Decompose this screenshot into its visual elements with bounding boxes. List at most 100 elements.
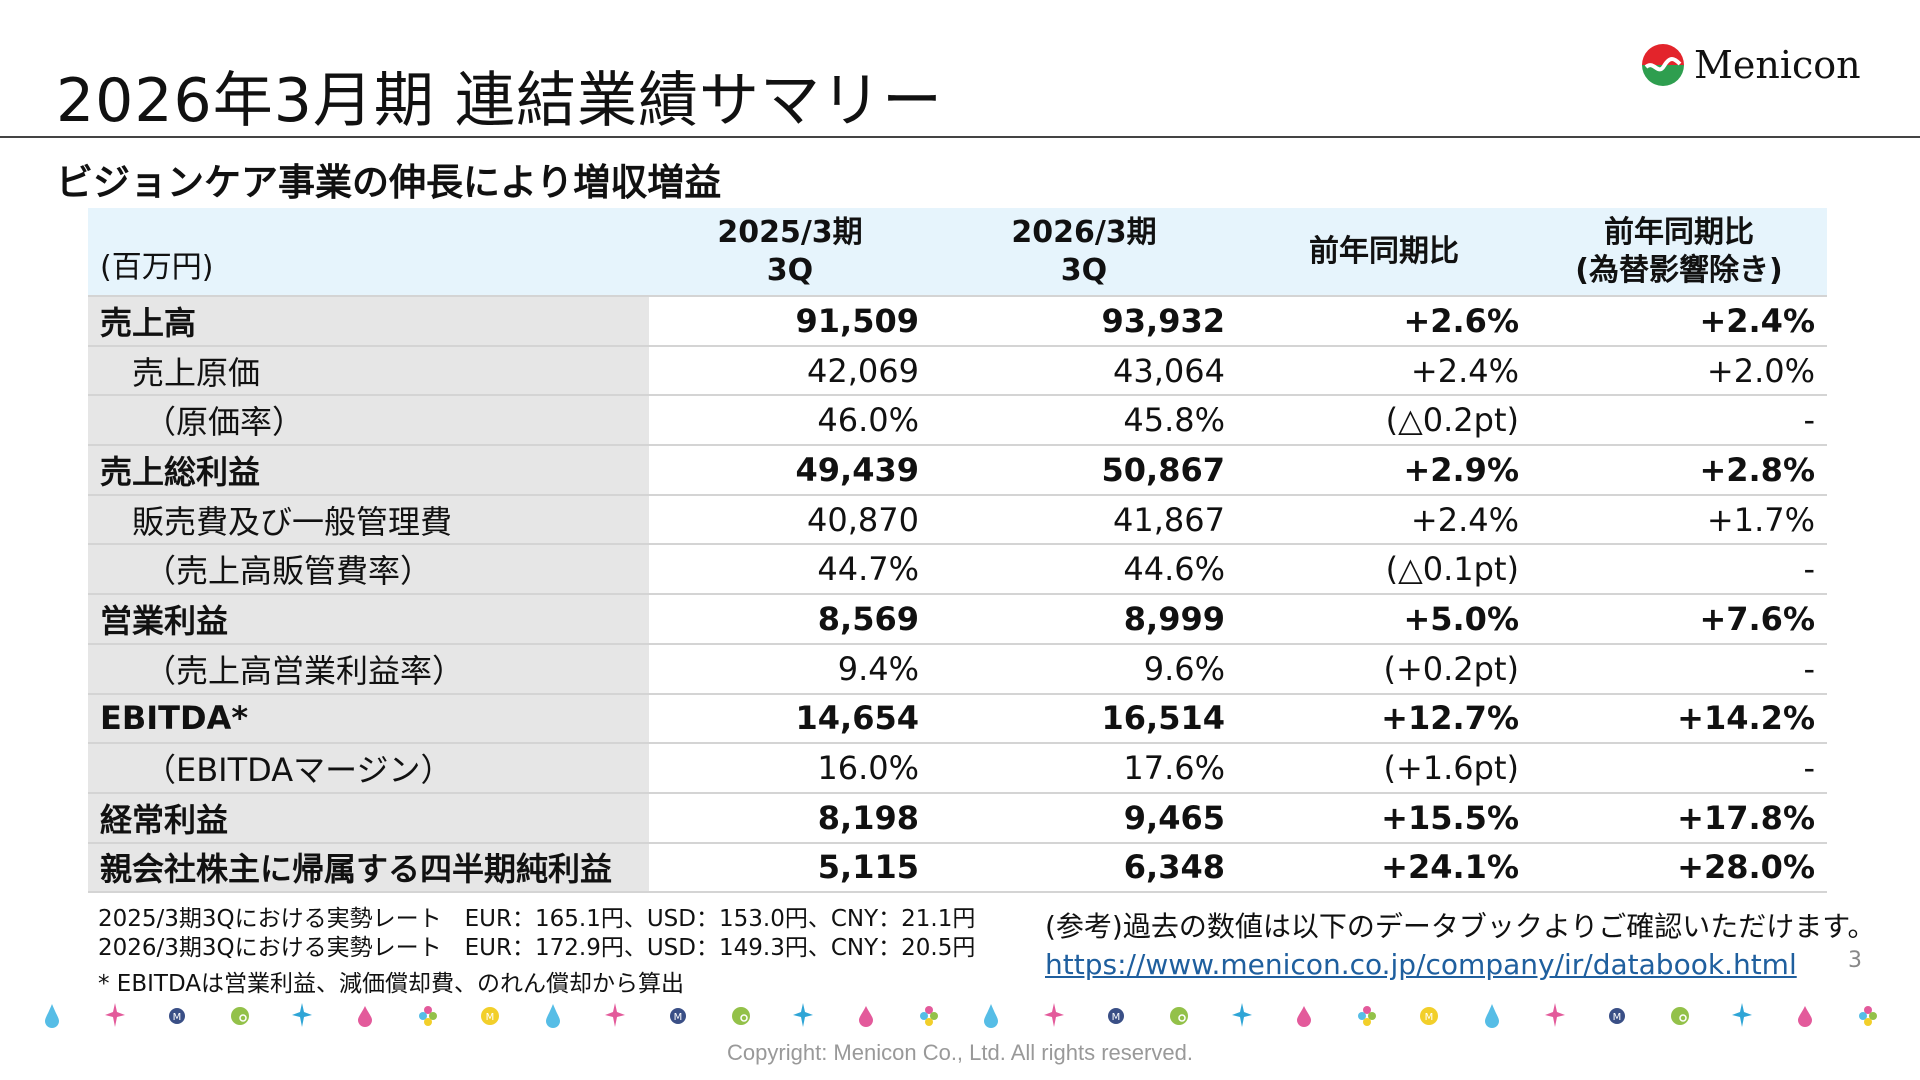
table-cell: +2.9% (1237, 444, 1531, 495)
row-label: 売上高 (88, 295, 649, 346)
svg-text:M: M (173, 1012, 182, 1023)
table-cell: +14.2% (1531, 692, 1827, 744)
results-table: (百万円) 2025/3期 3Q 2026/3期 3Q 前年同期比 前年同期比 (為替… (88, 208, 1827, 894)
m-yellow-icon: M (1420, 1007, 1439, 1025)
drop-pink-icon (1798, 1006, 1813, 1027)
column-header: 2026/3期 3Q (931, 208, 1237, 296)
table-cell: +12.7% (1237, 692, 1531, 744)
table-cell: (△0.2pt) (1237, 394, 1531, 446)
title-divider (0, 136, 1920, 138)
flower-icon (919, 1006, 938, 1026)
m-navy-icon: M (670, 1008, 687, 1024)
copyright: Copyright: Menicon Co., Ltd. All rights … (727, 1040, 1193, 1065)
table-row: （原価率） 46.0% 45.8% (△0.2pt) - (88, 394, 1827, 446)
table-cell: 43,064 (931, 344, 1237, 396)
sparkle-blue-icon (793, 1003, 814, 1027)
svg-text:M: M (674, 1012, 683, 1023)
table-row: 営業利益 8,569 8,999 +5.0% +7.6% (88, 593, 1827, 644)
table-cell: 41,867 (931, 493, 1237, 545)
table-cell: 9,465 (931, 791, 1237, 843)
table-cell: 9.6% (931, 642, 1237, 694)
row-label: （原価率） (88, 394, 649, 446)
table-cell: 14,654 (649, 692, 931, 744)
table-cell: 42,069 (649, 344, 931, 396)
ball-green-icon (1169, 1007, 1188, 1025)
row-label: 営業利益 (88, 593, 649, 644)
table-cell: 45.8% (931, 394, 1237, 446)
row-label: 販売費及び一般管理費 (88, 493, 649, 545)
table-cell: 6,348 (931, 841, 1237, 894)
m-navy-icon: M (169, 1008, 186, 1024)
table-cell: +24.1% (1237, 841, 1531, 894)
table-cell: +2.4% (1237, 344, 1531, 396)
ebitda-note: * EBITDAは営業利益、減価償却費、のれん償却から算出 (98, 971, 684, 997)
table-cell: +28.0% (1531, 841, 1827, 894)
table-cell: +2.8% (1531, 444, 1827, 495)
reference-note: (参考)過去の数値は以下のデータブックよりご確認いただけます。 https://… (1045, 908, 1876, 984)
rate-note-2025: 2025/3期3Qにおける実勢レート EUR：165.1円、USD：153.0円… (98, 906, 976, 932)
row-label: EBITDA* (88, 692, 649, 744)
ball-green-icon (230, 1007, 249, 1025)
ball-green-icon (1670, 1007, 1689, 1025)
drop-pink-icon (858, 1006, 873, 1027)
sparkle-blue-icon (1732, 1003, 1753, 1027)
drop-blue-icon (45, 1004, 59, 1028)
menicon-logo: Menicon (1640, 42, 1861, 88)
svg-text:M: M (1112, 1012, 1121, 1023)
ball-green-icon (731, 1007, 750, 1025)
column-header-line: 2025/3期 (717, 214, 863, 250)
sparkle-blue-icon (1231, 1003, 1252, 1027)
table-header: (百万円) 2025/3期 3Q 2026/3期 3Q 前年同期比 前年同期比 (為替… (88, 208, 1827, 296)
table-cell: - (1531, 642, 1827, 694)
table-cell: 5,115 (649, 841, 931, 894)
flower-icon (1357, 1006, 1376, 1026)
column-header-line: 3Q (1060, 252, 1108, 288)
page-title: 2026年3月期 連結業績サマリー (56, 66, 943, 136)
table-cell: 44.6% (931, 543, 1237, 595)
column-header-line: 2026/3期 (1011, 214, 1157, 250)
m-navy-icon: M (1609, 1008, 1626, 1024)
table-cell: +7.6% (1531, 593, 1827, 644)
row-label: 親会社株主に帰属する四半期純利益 (88, 841, 649, 894)
table-cell: 16,514 (931, 692, 1237, 744)
drop-blue-icon (984, 1004, 999, 1028)
table-cell: +5.0% (1237, 593, 1531, 644)
row-label: （売上高販管費率） (88, 543, 649, 595)
table-cell: +2.6% (1237, 295, 1531, 346)
drop-pink-icon (1297, 1006, 1312, 1027)
table-cell: 93,932 (931, 295, 1237, 346)
databook-link[interactable]: https://www.menicon.co.jp/company/ir/dat… (1045, 948, 1797, 981)
row-label: 売上総利益 (88, 444, 649, 495)
table-row: EBITDA* 14,654 16,514 +12.7% +14.2% (88, 692, 1827, 744)
rate-note-2026: 2026/3期3Qにおける実勢レート EUR：172.9円、USD：149.3円… (98, 935, 976, 961)
flower-icon (1858, 1006, 1877, 1026)
table-row: 親会社株主に帰属する四半期純利益 5,115 6,348 +24.1% +28.0% (88, 841, 1827, 894)
table-cell: - (1531, 394, 1827, 446)
column-header-line: 前年同期比 (1604, 214, 1754, 250)
reference-text: (参考)過去の数値は以下のデータブックよりご確認いただけます。 (1045, 910, 1876, 943)
table-cell: +1.7% (1531, 493, 1827, 545)
menicon-logo-icon (1642, 44, 1684, 86)
row-label: （EBITDAマージン） (88, 742, 649, 793)
table-cell: 91,509 (649, 295, 931, 346)
row-label: 経常利益 (88, 791, 649, 843)
table-cell: +2.4% (1531, 295, 1827, 346)
sparkle-pink-icon (1043, 1003, 1064, 1027)
table-cell: +17.8% (1531, 791, 1827, 843)
column-header-line: (為替影響除き) (1575, 252, 1783, 288)
table-row: （売上高営業利益率） 9.4% 9.6% (+0.2pt) - (88, 642, 1827, 694)
flower-icon (418, 1006, 437, 1026)
table-cell: (△0.1pt) (1237, 543, 1531, 595)
column-header-line: 3Q (766, 252, 814, 288)
table-cell: 17.6% (931, 742, 1237, 793)
table-cell: 44.7% (649, 543, 931, 595)
table-cell: 50,867 (931, 444, 1237, 495)
sparkle-pink-icon (605, 1003, 626, 1027)
column-header: 2025/3期 3Q (649, 208, 931, 296)
sparkle-blue-icon (292, 1003, 313, 1027)
table-cell: 49,439 (649, 444, 931, 495)
table-cell: - (1531, 742, 1827, 793)
sparkle-pink-icon (104, 1003, 125, 1027)
row-label: （売上高営業利益率） (88, 642, 649, 694)
